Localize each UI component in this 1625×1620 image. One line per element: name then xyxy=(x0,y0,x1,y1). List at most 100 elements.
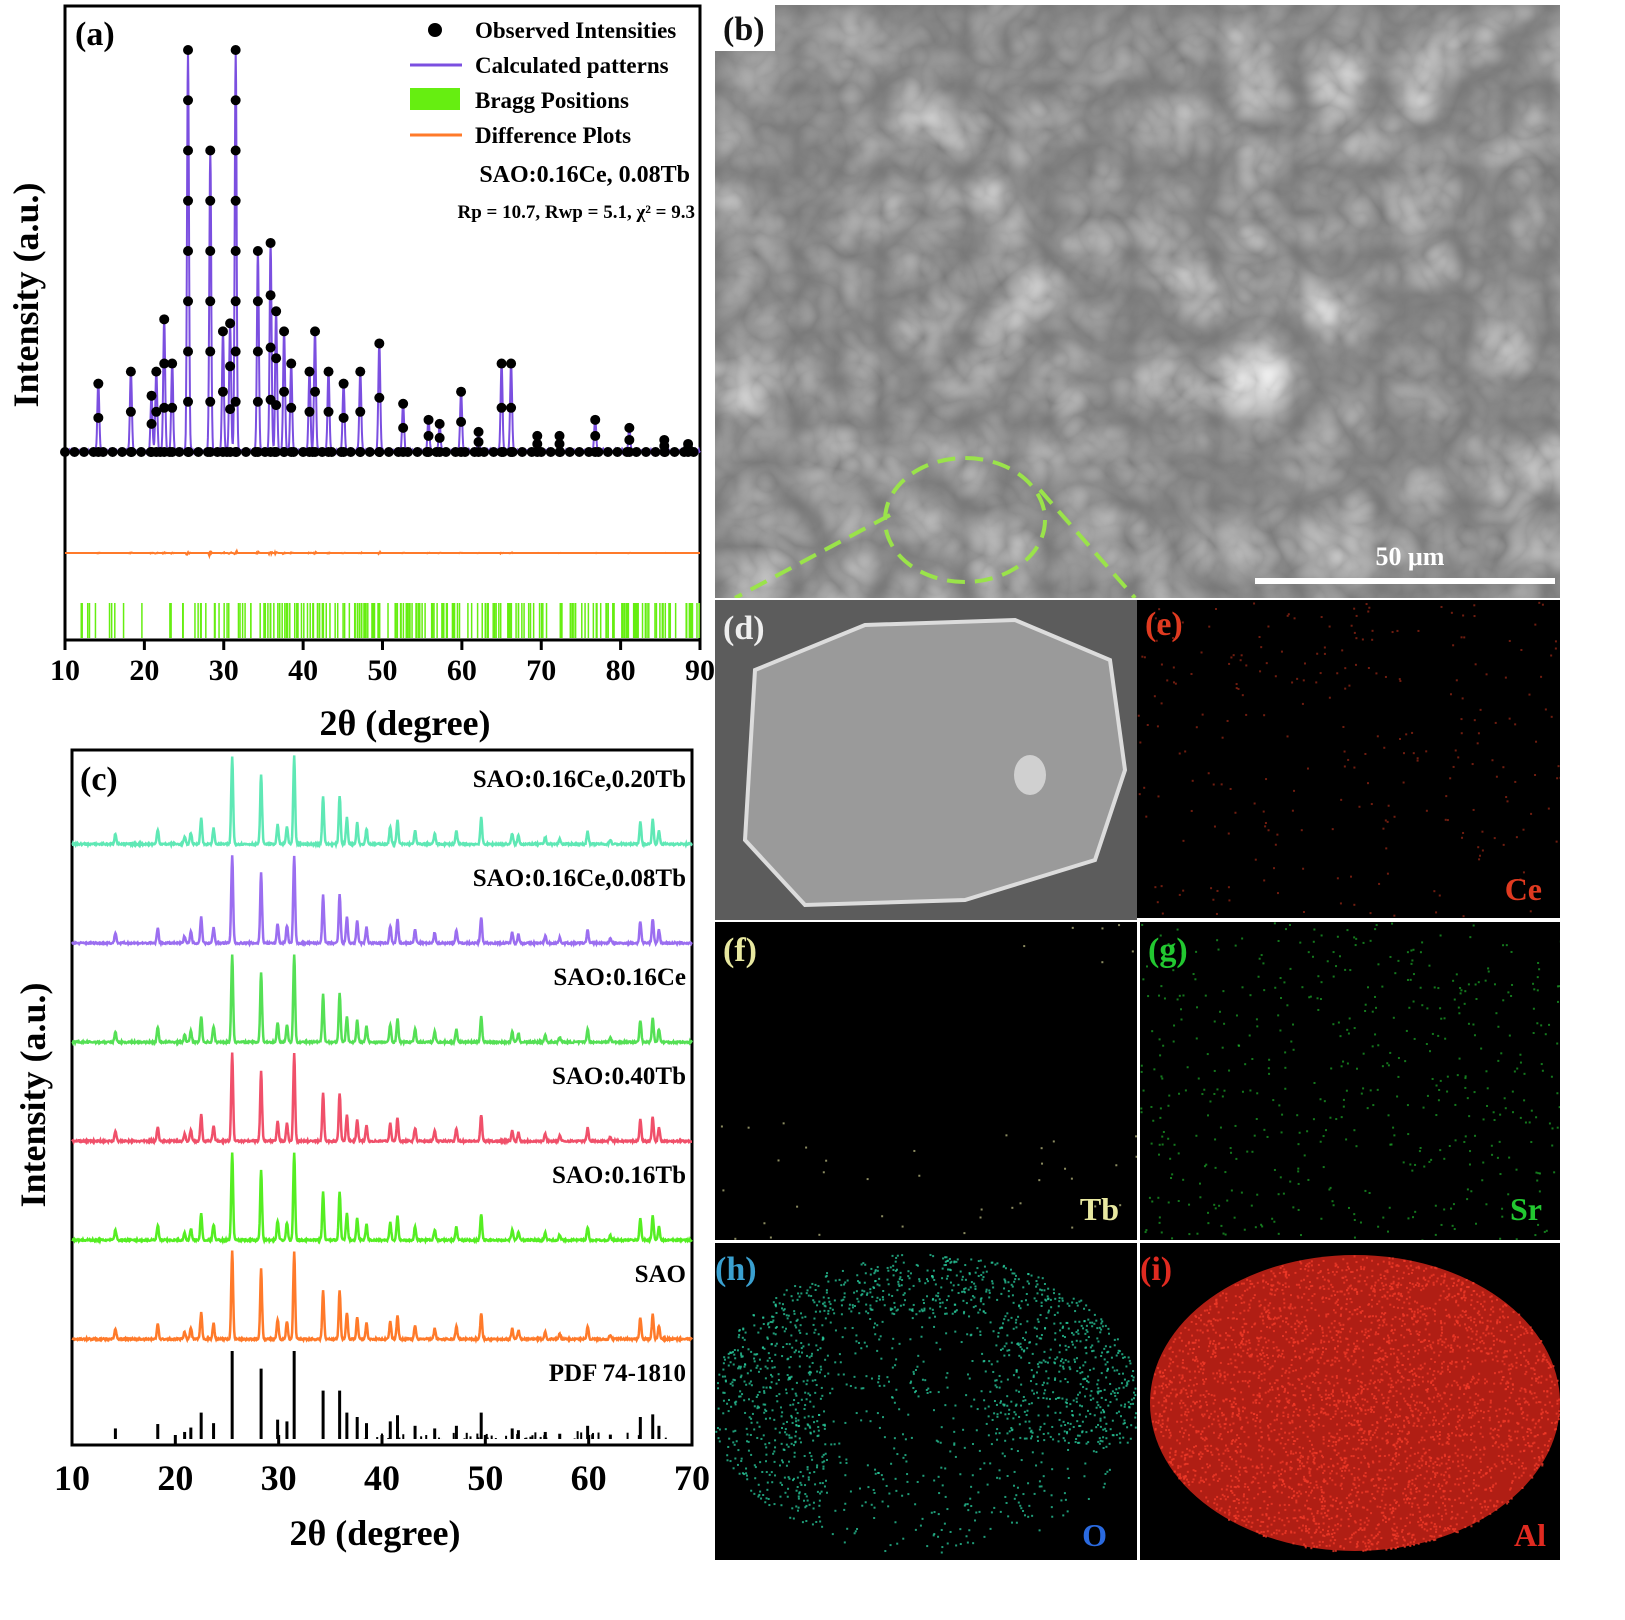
eds-signal-dot xyxy=(1240,654,1243,657)
eds-signal-dot xyxy=(931,1308,934,1311)
eds-signal-dot xyxy=(1322,1408,1325,1411)
observed-point xyxy=(183,195,194,206)
eds-signal-dot xyxy=(1284,1087,1287,1090)
eds-signal-dot xyxy=(1106,1367,1109,1370)
eds-signal-dot xyxy=(1504,1107,1507,1110)
observed-point xyxy=(374,392,385,403)
eds-signal-dot xyxy=(1350,1301,1353,1304)
eds-signal-dot xyxy=(1432,1396,1435,1399)
eds-signal-dot xyxy=(1196,1365,1199,1368)
eds-signal-dot xyxy=(1353,1476,1356,1479)
eds-signal-dot xyxy=(1359,1527,1362,1530)
eds-signal-dot xyxy=(1319,1356,1322,1359)
eds-signal-dot xyxy=(1031,1431,1034,1434)
eds-signal-dot xyxy=(810,1371,813,1374)
eds-signal-dot xyxy=(794,1285,797,1288)
observed-point xyxy=(310,386,321,397)
eds-signal-dot xyxy=(1190,1394,1193,1397)
eds-signal-dot xyxy=(991,1282,994,1285)
eds-signal-dot xyxy=(1082,1378,1085,1381)
eds-signal-dot xyxy=(1018,1423,1021,1426)
eds-signal-dot xyxy=(1467,1022,1470,1025)
eds-signal-dot xyxy=(1519,1116,1522,1119)
eds-signal-dot xyxy=(1397,1379,1400,1382)
eds-signal-dot xyxy=(1472,1289,1475,1292)
series-label: SAO:0.16Tb xyxy=(552,1162,686,1189)
eds-signal-dot xyxy=(997,1335,1000,1338)
eds-signal-dot xyxy=(874,1333,877,1336)
eds-signal-dot xyxy=(742,1327,745,1330)
eds-signal-dot xyxy=(1510,950,1513,953)
eds-signal-dot xyxy=(1370,1287,1373,1290)
eds-signal-dot xyxy=(1490,1144,1493,1147)
eds-signal-dot xyxy=(1268,1448,1271,1451)
eds-signal-dot xyxy=(1195,1400,1198,1403)
eds-signal-dot xyxy=(1406,1457,1409,1460)
eds-signal-dot xyxy=(1434,1473,1437,1476)
eds-signal-dot xyxy=(1178,893,1181,896)
eds-signal-dot xyxy=(946,1372,949,1375)
eds-signal-dot xyxy=(1274,986,1277,989)
eds-signal-dot xyxy=(1063,1492,1066,1495)
eds-signal-dot xyxy=(1508,1156,1511,1159)
eds-signal-dot xyxy=(1236,1434,1239,1437)
eds-signal-dot xyxy=(1377,1348,1380,1351)
eds-signal-dot xyxy=(1239,1450,1242,1453)
eds-signal-dot xyxy=(1395,1447,1398,1450)
eds-signal-dot xyxy=(1467,1349,1470,1352)
eds-signal-dot xyxy=(1237,1044,1240,1047)
eds-signal-dot xyxy=(1243,1493,1246,1496)
eds-signal-dot xyxy=(878,1375,881,1378)
eds-signal-dot xyxy=(1098,1442,1101,1445)
eds-signal-dot xyxy=(1325,1389,1328,1392)
eds-signal-dot xyxy=(1357,1388,1360,1391)
eds-signal-dot xyxy=(1371,1343,1374,1346)
eds-signal-dot xyxy=(1251,1150,1254,1153)
eds-signal-dot xyxy=(1199,1433,1202,1436)
eds-signal-dot xyxy=(756,1407,759,1410)
eds-signal-dot xyxy=(1240,1355,1243,1358)
eds-signal-dot xyxy=(1232,1328,1235,1331)
eds-signal-dot xyxy=(1038,1179,1041,1182)
eds-signal-dot xyxy=(1294,1394,1297,1397)
eds-signal-dot xyxy=(733,1349,736,1352)
eds-signal-dot xyxy=(1016,1486,1019,1489)
eds-signal-dot xyxy=(1322,1135,1325,1138)
eds-signal-dot xyxy=(766,1481,769,1484)
eds-signal-dot xyxy=(1377,1541,1380,1544)
eds-signal-dot xyxy=(1379,1273,1382,1276)
observed-point xyxy=(193,447,204,457)
eds-signal-dot xyxy=(1475,1330,1478,1333)
eds-signal-dot xyxy=(1217,948,1220,951)
eds-signal-dot xyxy=(1025,1292,1028,1295)
eds-signal-dot xyxy=(765,1410,768,1413)
eds-signal-dot xyxy=(1282,1447,1285,1450)
eds-signal-dot xyxy=(1423,1439,1426,1442)
eds-signal-dot xyxy=(818,1515,821,1518)
eds-signal-dot xyxy=(1429,1050,1432,1053)
eds-signal-dot xyxy=(1334,1360,1337,1363)
eds-signal-dot xyxy=(1228,1069,1231,1072)
eds-signal-dot xyxy=(1508,639,1511,642)
eds-signal-dot xyxy=(1027,1482,1030,1485)
eds-signal-dot xyxy=(1325,1334,1328,1337)
eds-signal-dot xyxy=(937,1475,940,1478)
eds-map-o: (h) O xyxy=(715,1243,1137,1560)
eds-signal-dot xyxy=(1044,1360,1047,1363)
eds-signal-dot xyxy=(892,1337,895,1340)
eds-signal-dot xyxy=(1444,818,1447,821)
eds-signal-dot xyxy=(728,1437,731,1440)
eds-signal-dot xyxy=(1214,1473,1217,1476)
eds-signal-dot xyxy=(1461,697,1464,700)
eds-signal-dot xyxy=(1132,1370,1135,1373)
eds-signal-dot xyxy=(792,1479,795,1482)
eds-signal-dot xyxy=(861,1504,864,1507)
eds-signal-dot xyxy=(730,1405,733,1408)
eds-signal-dot xyxy=(1432,1383,1435,1386)
eds-signal-dot xyxy=(1496,1156,1499,1159)
eds-signal-dot xyxy=(819,1397,822,1400)
eds-signal-dot xyxy=(1307,1265,1310,1268)
eds-signal-dot xyxy=(738,1365,741,1368)
eds-signal-dot xyxy=(1151,1200,1154,1203)
eds-signal-dot xyxy=(1348,1537,1351,1540)
